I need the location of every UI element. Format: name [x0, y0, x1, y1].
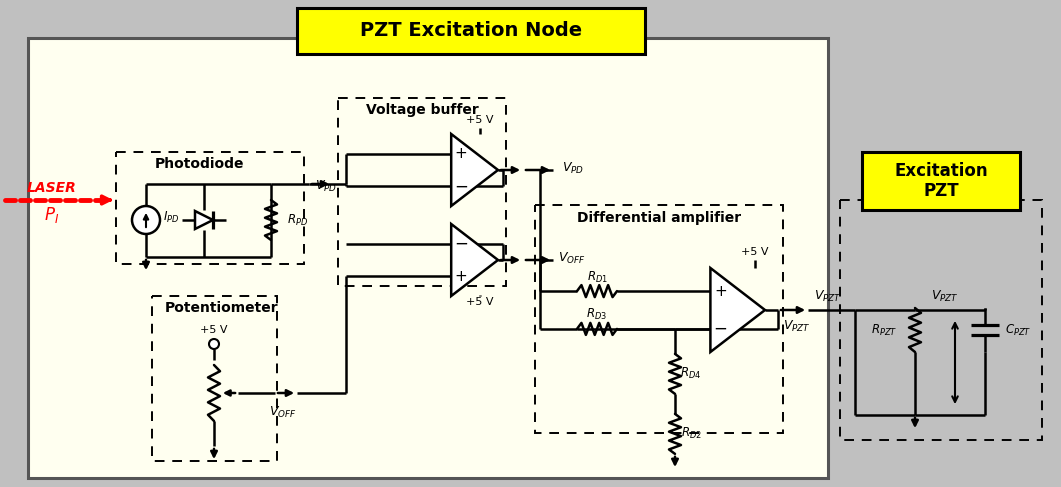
Polygon shape — [711, 268, 765, 352]
Text: $V_{PZT}$: $V_{PZT}$ — [783, 318, 811, 334]
Text: −: − — [454, 177, 468, 195]
Bar — [152, 296, 277, 461]
Text: +5 V: +5 V — [742, 247, 769, 257]
Circle shape — [209, 339, 219, 349]
Text: +5 V: +5 V — [201, 325, 228, 335]
Text: Excitation
PZT: Excitation PZT — [894, 162, 988, 200]
Text: $V_{PD}$: $V_{PD}$ — [562, 160, 584, 175]
Text: $R_{D2}$: $R_{D2}$ — [680, 426, 701, 441]
Text: $V_{PZT}$: $V_{PZT}$ — [932, 288, 959, 303]
Text: +: + — [714, 283, 727, 299]
Text: −: − — [713, 320, 728, 338]
Bar — [28, 38, 828, 478]
Text: $R_{D1}$: $R_{D1}$ — [587, 269, 608, 284]
Text: $I_{PD}$: $I_{PD}$ — [163, 209, 179, 225]
Text: Photodiode: Photodiode — [155, 157, 245, 171]
Text: Potentiometer: Potentiometer — [166, 301, 279, 315]
Text: $V_{PD}$: $V_{PD}$ — [315, 178, 337, 193]
Text: $R_{PZT}$: $R_{PZT}$ — [871, 322, 897, 337]
Polygon shape — [451, 134, 498, 206]
Polygon shape — [451, 224, 498, 296]
Polygon shape — [195, 211, 213, 229]
Text: $P_I$: $P_I$ — [45, 205, 59, 225]
Text: +: + — [455, 146, 468, 161]
Text: $V_{OFF}$: $V_{OFF}$ — [558, 250, 586, 265]
Text: PZT Excitation Node: PZT Excitation Node — [360, 21, 582, 40]
Bar — [862, 152, 1020, 210]
Text: Differential amplifier: Differential amplifier — [577, 211, 741, 225]
Text: +5 V: +5 V — [466, 297, 493, 307]
Text: Voltage buffer: Voltage buffer — [366, 103, 479, 117]
Text: +: + — [455, 269, 468, 284]
Text: $R_{D4}$: $R_{D4}$ — [680, 366, 701, 381]
Text: $R_{PD}$: $R_{PD}$ — [286, 212, 308, 227]
Circle shape — [132, 206, 160, 234]
Text: LASER: LASER — [28, 181, 76, 195]
Bar — [840, 200, 1042, 440]
Text: $C_{PZT}$: $C_{PZT}$ — [1005, 322, 1031, 337]
Bar — [116, 152, 305, 264]
Bar — [535, 205, 783, 433]
Text: $V_{PZT}$: $V_{PZT}$ — [814, 288, 841, 303]
Bar — [297, 8, 645, 54]
Bar — [338, 98, 506, 286]
Text: +5 V: +5 V — [466, 115, 493, 125]
Text: −: − — [454, 235, 468, 253]
Text: $R_{D3}$: $R_{D3}$ — [587, 307, 608, 322]
Text: $V_{OFF}$: $V_{OFF}$ — [269, 404, 297, 419]
